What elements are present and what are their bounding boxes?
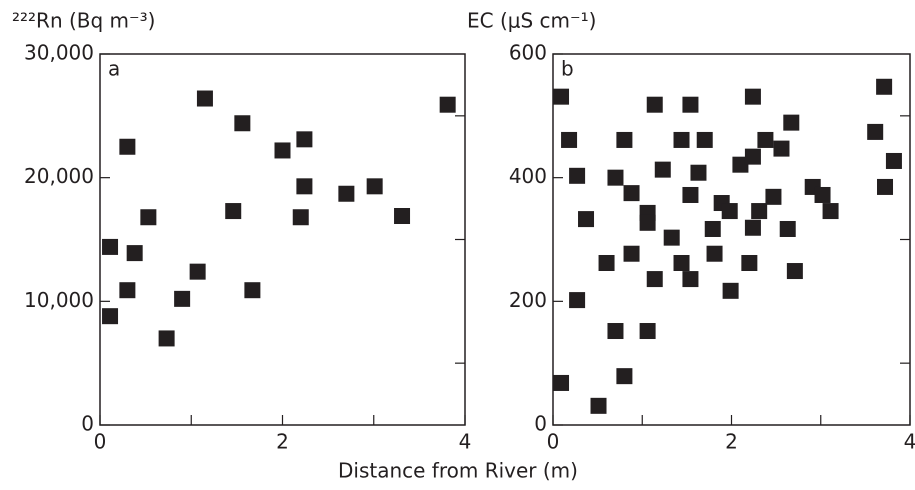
data-point	[561, 131, 578, 148]
data-point	[696, 131, 713, 148]
data-point	[646, 96, 663, 113]
panel-label: a	[108, 57, 120, 81]
data-point	[744, 219, 761, 236]
x-tick-label: 4	[904, 430, 915, 454]
plot-frame	[99, 53, 466, 426]
data-point	[673, 254, 690, 271]
data-point	[174, 290, 191, 307]
data-point	[189, 263, 206, 280]
data-point	[682, 96, 699, 113]
panel-label: b	[561, 57, 574, 81]
data-point	[616, 131, 633, 148]
data-point	[779, 220, 796, 237]
data-point	[822, 203, 839, 220]
data-point	[744, 88, 761, 105]
data-point	[119, 282, 136, 299]
data-point	[102, 308, 119, 325]
data-point	[578, 211, 595, 228]
data-point	[706, 245, 723, 262]
data-point	[274, 142, 291, 159]
y-tick-label: 10,000	[24, 288, 94, 312]
data-point	[885, 152, 902, 169]
data-point	[569, 292, 586, 309]
data-point	[598, 254, 615, 271]
data-point	[773, 140, 790, 157]
data-point	[102, 238, 119, 255]
data-point	[607, 323, 624, 340]
x-tick-label: 2	[276, 430, 289, 454]
data-point	[296, 131, 313, 148]
data-point	[234, 115, 251, 132]
x-tick-label: 0	[94, 430, 107, 454]
data-point	[244, 282, 261, 299]
data-point	[639, 214, 656, 231]
data-point	[751, 203, 768, 220]
data-point	[394, 208, 411, 225]
data-point	[553, 374, 570, 391]
data-point	[783, 114, 800, 131]
data-point	[590, 397, 607, 414]
data-point	[158, 330, 175, 347]
data-point	[732, 156, 749, 173]
y-tick-label: 20,000	[24, 164, 94, 188]
data-point	[757, 131, 774, 148]
data-point	[663, 229, 680, 246]
data-point	[296, 178, 313, 195]
data-point	[292, 209, 309, 226]
data-point	[814, 186, 831, 203]
data-point	[786, 263, 803, 280]
y-tick-label: 200	[509, 288, 547, 312]
data-point	[140, 209, 157, 226]
data-point	[741, 254, 758, 271]
data-point	[119, 138, 136, 155]
data-point	[744, 148, 761, 165]
x-axis-label: Distance from River (m)	[338, 459, 578, 483]
x-tick-label: 4	[459, 430, 472, 454]
data-point	[569, 167, 586, 184]
data-point	[654, 161, 671, 178]
data-point	[196, 90, 213, 107]
y-tick-label: 0	[534, 412, 547, 436]
data-point	[704, 220, 721, 237]
data-point	[366, 178, 383, 195]
data-point	[616, 368, 633, 385]
data-point	[867, 123, 884, 140]
data-point	[673, 131, 690, 148]
data-point	[639, 323, 656, 340]
data-point	[682, 271, 699, 288]
x-tick-label: 0	[547, 430, 560, 454]
data-point	[439, 96, 456, 113]
data-point	[682, 186, 699, 203]
data-point	[646, 271, 663, 288]
y-tick-label: 600	[509, 41, 547, 65]
x-tick-label: 2	[725, 430, 738, 454]
data-point	[765, 188, 782, 205]
y-tick-label: 30,000	[24, 41, 94, 65]
data-point	[553, 88, 570, 105]
data-point	[877, 178, 894, 195]
data-point	[126, 245, 143, 262]
data-point	[623, 185, 640, 202]
data-point	[338, 185, 355, 202]
y-tick-label: 400	[509, 164, 547, 188]
y-tick-label: 0	[81, 412, 94, 436]
data-point	[607, 169, 624, 186]
data-point	[623, 245, 640, 262]
axis-title: ²²²Rn (Bq m⁻³)	[12, 9, 155, 33]
data-point	[690, 164, 707, 181]
data-point	[225, 203, 242, 220]
axis-title: EC (μS cm⁻¹)	[467, 9, 596, 33]
data-point	[721, 203, 738, 220]
data-point	[876, 78, 893, 95]
data-point	[722, 282, 739, 299]
plot-frame	[552, 53, 911, 426]
